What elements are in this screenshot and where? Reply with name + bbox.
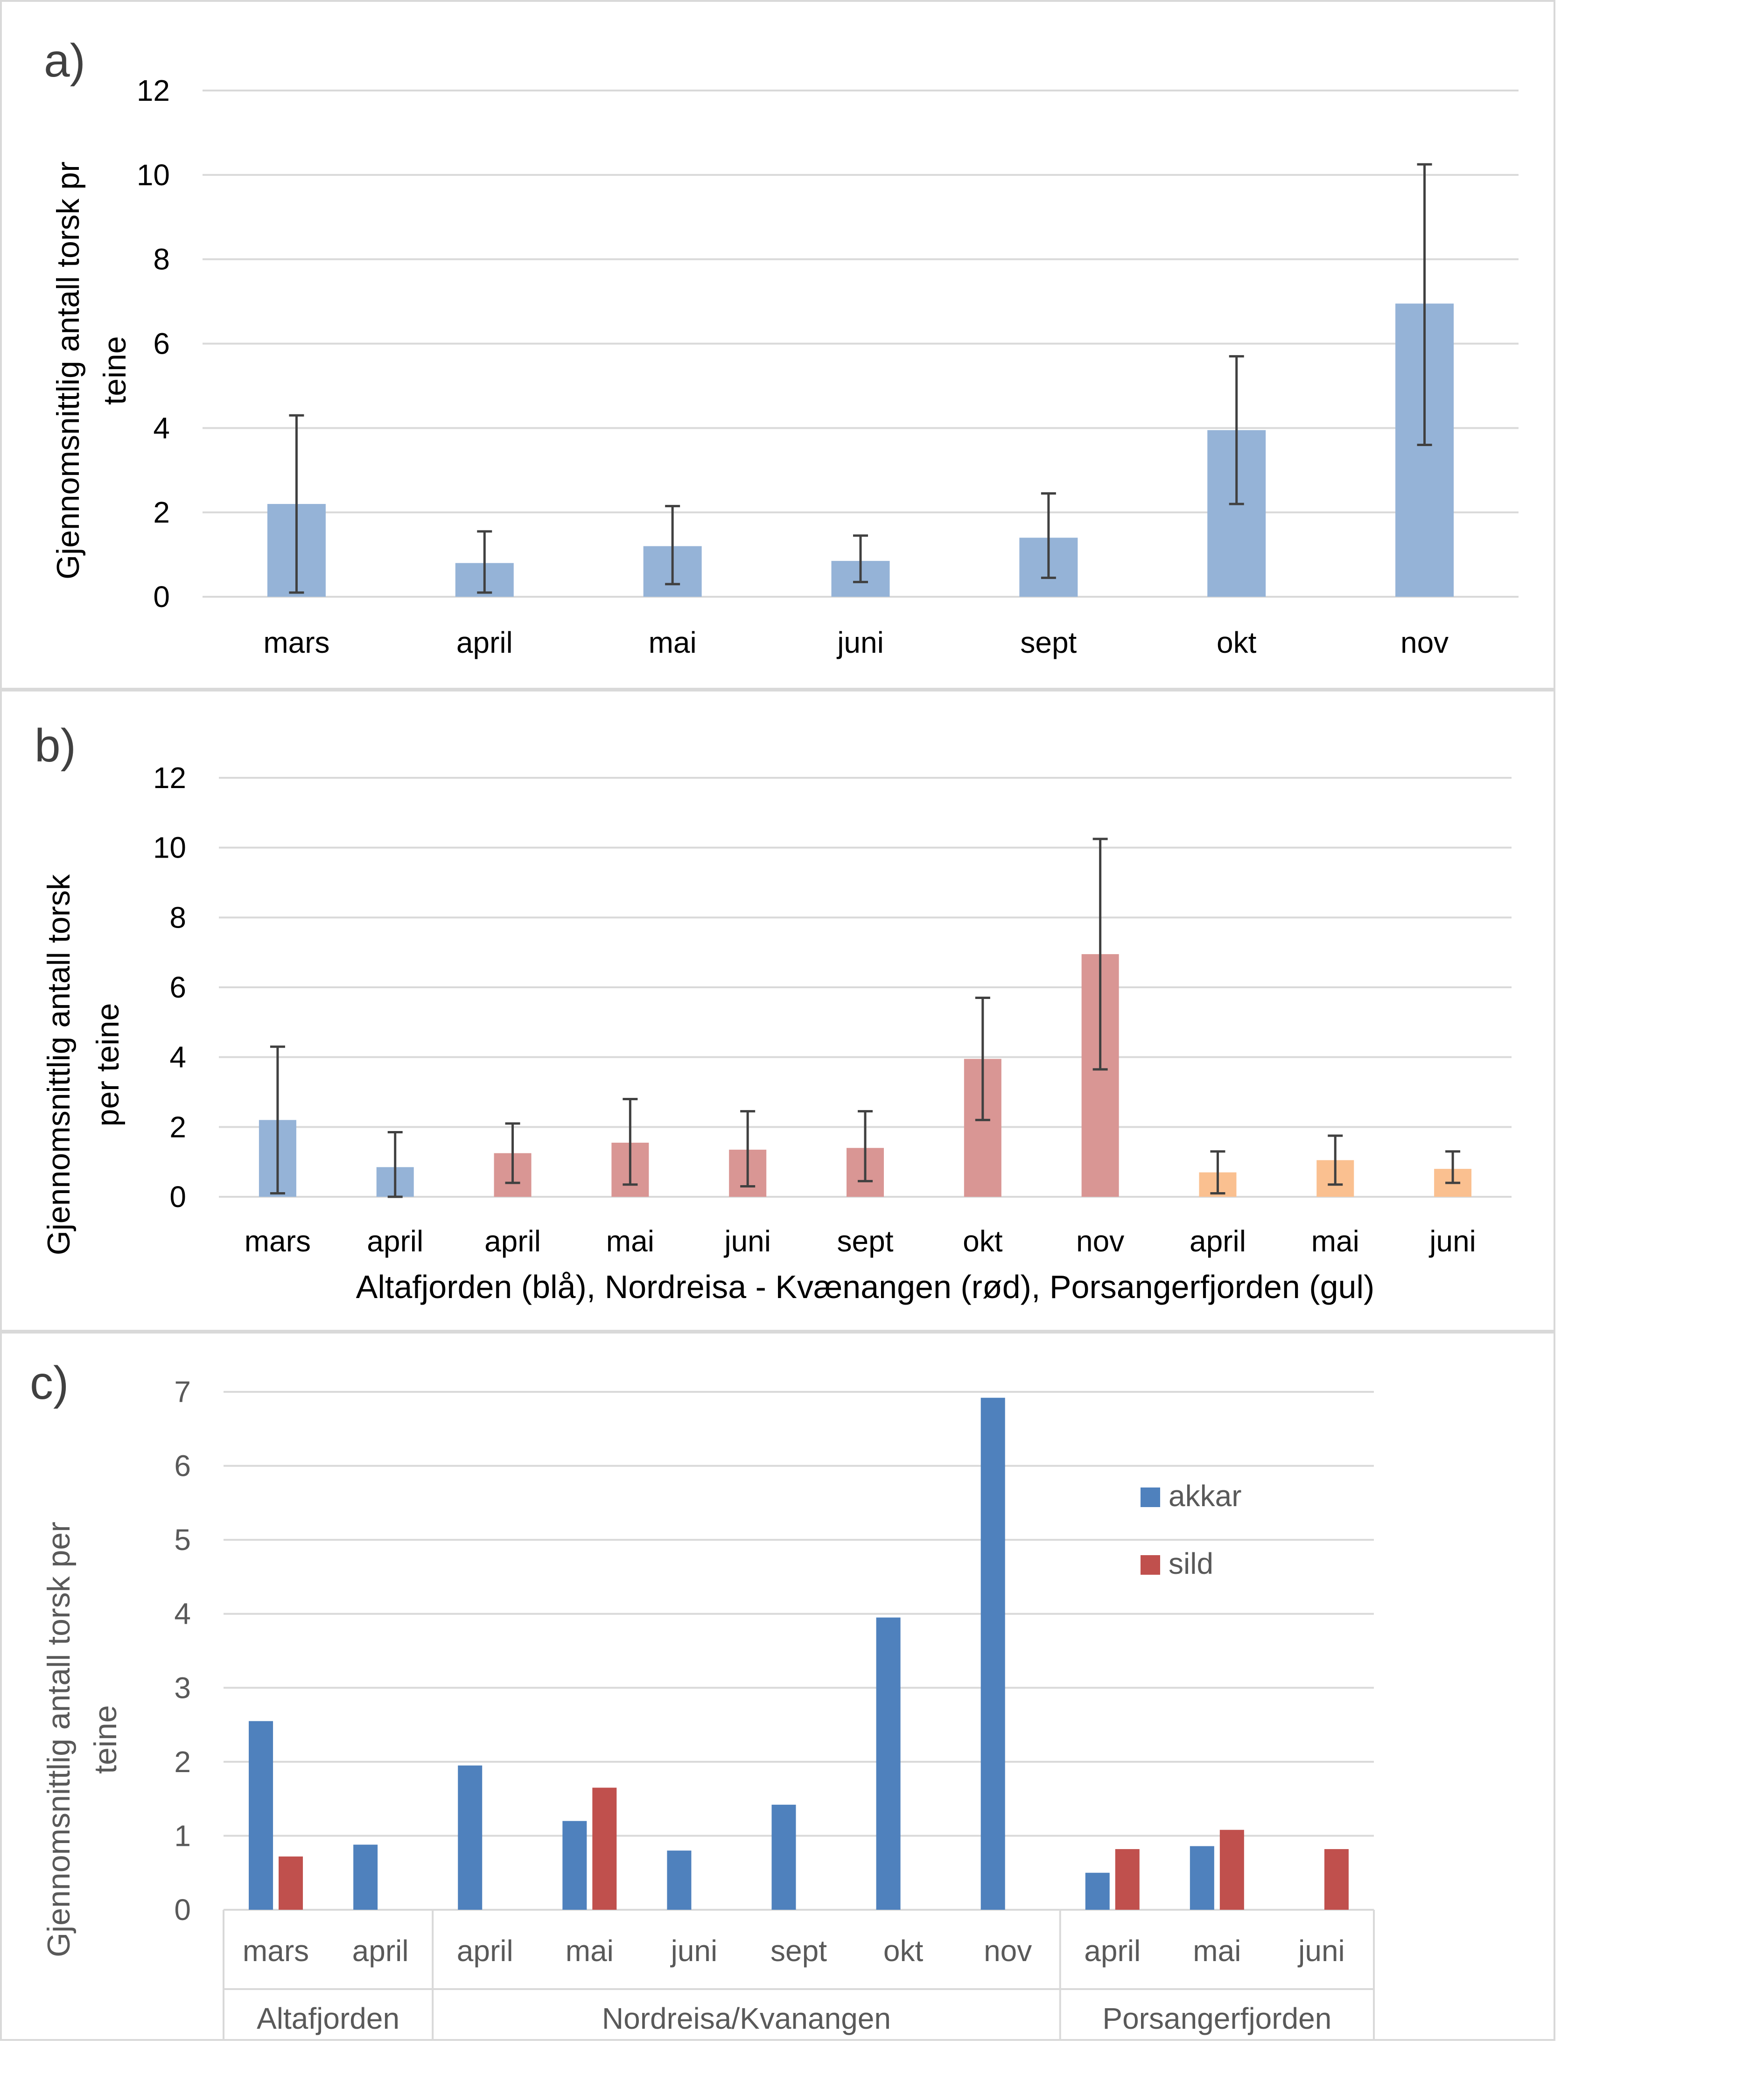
x-tick-label-a: okt <box>1217 626 1257 659</box>
y-axis-label-b: Gjennomsnittlig antall torsk <box>41 874 77 1255</box>
x-tick-label-c: juni <box>670 1934 718 1968</box>
y-tick-label-c: 1 <box>174 1819 191 1852</box>
bar-sild <box>592 1788 617 1910</box>
y-tick-label-b: 2 <box>169 1110 186 1144</box>
x-tick-label-a: juni <box>836 626 884 659</box>
chart-panel-a: 0 2 4 6 8 10 12 mars april mai juni sept okt nov Gjenn… <box>0 0 1555 690</box>
x-tick-label-c: mai <box>1193 1934 1241 1968</box>
y-tick-label-b: 10 <box>153 831 186 865</box>
y-axis-label-c: teine <box>88 1705 123 1774</box>
y-tick-label-c: 7 <box>174 1375 191 1409</box>
y-tick-label-b: 12 <box>153 761 186 795</box>
x-tick-label-c: juni <box>1297 1934 1345 1968</box>
panel-label-a: a) <box>44 35 85 87</box>
y-tick-label-b: 0 <box>169 1180 186 1214</box>
y-tick-label-c: 3 <box>174 1671 191 1704</box>
bar-sild <box>1115 1849 1140 1910</box>
chart-panel-b: 0 2 4 6 8 10 12 mars april april mai juni sept okt nov… <box>0 690 1555 1332</box>
x-tick-label-c: okt <box>883 1934 924 1968</box>
x-tick-label-c: sept <box>770 1934 827 1968</box>
x-tick-label-a: april <box>456 626 513 659</box>
y-tick-label-c: 6 <box>174 1449 191 1483</box>
chart-c-svg: 0 1 2 3 4 5 6 7 mars april april mai juni sept okt nov a… <box>30 1357 1375 2039</box>
legend-swatch-akkar <box>1141 1487 1160 1507</box>
y-tick-label-b: 6 <box>169 971 186 1004</box>
x-tick-label-b: april <box>1190 1224 1246 1258</box>
panel-label-b: b) <box>35 719 76 772</box>
x-tick-label-b: juni <box>723 1224 771 1258</box>
y-axis-label-a: Gjennomsnittlig antall torsk pr <box>50 161 86 580</box>
x-tick-label-a: mai <box>649 626 697 659</box>
x-tick-label-a: sept <box>1020 626 1077 659</box>
x-tick-label-b: april <box>367 1224 423 1258</box>
bar-akkar <box>1085 1872 1110 1910</box>
bar-sild <box>279 1856 303 1910</box>
chart-b-svg: 0 2 4 6 8 10 12 mars april april mai juni sept okt nov… <box>35 719 1512 1305</box>
x-tick-label-b: mai <box>606 1224 654 1258</box>
bar-akkar <box>667 1851 692 1910</box>
legend-label-sild: sild <box>1169 1547 1213 1580</box>
y-tick-label-c: 5 <box>174 1523 191 1557</box>
x-tick-label-b: mars <box>245 1224 311 1258</box>
bar-akkar <box>458 1765 483 1910</box>
y-tick-label-b: 4 <box>169 1040 186 1074</box>
y-tick-label-a: 6 <box>153 327 170 361</box>
bar-akkar <box>353 1844 378 1910</box>
y-tick-label-a: 10 <box>137 158 170 192</box>
x-tick-label-b: nov <box>1076 1224 1124 1258</box>
y-tick-label-a: 4 <box>153 411 170 445</box>
y-axis-label-b: per teine <box>90 1003 126 1127</box>
bar-akkar <box>876 1617 901 1910</box>
y-tick-label-c: 4 <box>174 1597 191 1631</box>
y-axis-label-a: teine <box>97 336 133 405</box>
y-tick-label-a: 2 <box>153 496 170 529</box>
bar-akkar <box>562 1821 587 1910</box>
x-tick-label-c: mai <box>566 1934 614 1968</box>
x-tick-label-c: mars <box>243 1934 309 1968</box>
bar-akkar <box>249 1721 273 1910</box>
group-label-c: Nordreisa/Kvanangen <box>602 2002 891 2035</box>
x-tick-label-b: okt <box>963 1224 1003 1258</box>
y-axis-label-c: Gjennomsnittlig antall torsk per <box>41 1522 77 1957</box>
x-tick-label-a: nov <box>1400 626 1449 659</box>
bar-akkar <box>1190 1846 1214 1910</box>
group-label-c: Altafjorden <box>257 2002 399 2035</box>
bar-sild <box>1219 1830 1244 1910</box>
chart-a-svg: 0 2 4 6 8 10 12 mars april mai juni sept okt nov Gjenn… <box>44 35 1519 659</box>
y-tick-label-a: 8 <box>153 243 170 276</box>
x-tick-label-a: mars <box>263 626 329 659</box>
bar-sild <box>1324 1849 1349 1910</box>
x-tick-label-c: april <box>457 1934 513 1968</box>
group-label-c: Porsangerfjorden <box>1102 2002 1331 2035</box>
x-tick-label-c: april <box>1084 1934 1141 1968</box>
legend-swatch-sild <box>1141 1555 1160 1575</box>
chart-panel-c: 0 1 2 3 4 5 6 7 mars april april mai juni sept okt nov a… <box>0 1332 1555 2041</box>
y-tick-label-c: 0 <box>174 1893 191 1927</box>
bar-akkar <box>771 1804 796 1910</box>
panel-label-c: c) <box>30 1357 69 1409</box>
x-tick-label-b: mai <box>1311 1224 1359 1258</box>
x-tick-label-b: april <box>484 1224 541 1258</box>
x-tick-label-c: april <box>352 1934 409 1968</box>
x-axis-title-b: Altafjorden (blå), Nordreisa - Kvænangen… <box>356 1269 1375 1305</box>
y-tick-label-c: 2 <box>174 1745 191 1779</box>
y-tick-label-a: 12 <box>137 74 170 107</box>
x-tick-label-c: nov <box>984 1934 1032 1968</box>
x-tick-label-b: sept <box>837 1224 894 1258</box>
x-tick-label-b: juni <box>1428 1224 1476 1258</box>
y-tick-label-b: 8 <box>169 901 186 934</box>
y-tick-label-a: 0 <box>153 580 170 614</box>
legend-label-akkar: akkar <box>1169 1479 1242 1513</box>
bar-akkar <box>980 1397 1005 1910</box>
